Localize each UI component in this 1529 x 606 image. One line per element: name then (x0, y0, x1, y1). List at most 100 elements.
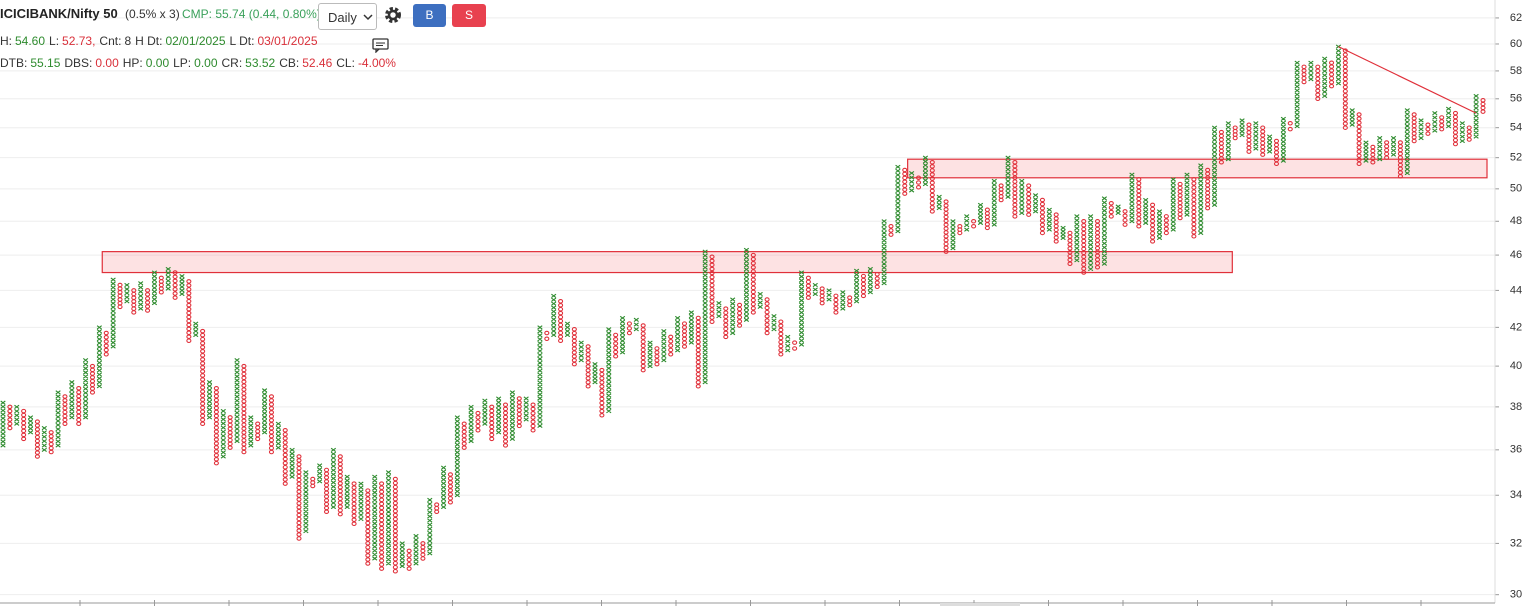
x-column (537, 325, 543, 429)
y-tick-label: 36 (1510, 444, 1522, 456)
o-column (971, 219, 977, 229)
x-column (55, 390, 61, 448)
x-column (427, 497, 433, 556)
x-column (110, 277, 116, 349)
o-column (34, 419, 40, 459)
o-column (227, 415, 233, 450)
x-column (757, 291, 763, 309)
x-column (964, 214, 970, 232)
x-column (922, 155, 929, 187)
x-column (1308, 60, 1314, 82)
x-column (1156, 209, 1163, 241)
o-column (434, 502, 440, 515)
comment-icon[interactable] (371, 37, 391, 53)
o-column (392, 476, 398, 574)
o-column (668, 334, 674, 357)
o-column (599, 367, 605, 418)
x-column (936, 194, 942, 211)
x-column (193, 321, 199, 338)
o-column (1232, 125, 1238, 141)
o-column (1039, 197, 1045, 236)
x-column (1432, 110, 1438, 133)
o-column (1273, 138, 1280, 167)
y-tick-label: 38 (1510, 401, 1522, 413)
x-column (1253, 121, 1259, 151)
y-tick-label: 54 (1510, 122, 1522, 134)
o-column (1452, 110, 1459, 147)
info-label: L Dt: (229, 34, 255, 48)
x-column (688, 310, 694, 345)
x-column (1032, 193, 1039, 214)
info-label: Cnt: (99, 34, 122, 48)
x-column (399, 541, 405, 569)
o-column (337, 454, 343, 517)
x-column (482, 398, 488, 426)
x-column (1445, 106, 1452, 129)
o-column (1053, 212, 1059, 244)
settings-icon[interactable] (383, 5, 403, 25)
o-column (1356, 112, 1362, 167)
o-column (1260, 125, 1266, 157)
x-column (275, 421, 281, 450)
info-value: 54.60 (15, 34, 46, 48)
o-column (681, 321, 688, 349)
o-column (654, 346, 660, 367)
o-column (89, 363, 96, 395)
x-column (1060, 225, 1066, 241)
y-tick-label: 46 (1510, 249, 1522, 261)
o-column (585, 344, 591, 389)
o-column (778, 319, 784, 357)
o-column (461, 421, 467, 450)
x-column (1101, 196, 1108, 266)
x-column (248, 415, 254, 448)
x-column (261, 388, 268, 435)
cmp: CMP: 55.74 (0.44, 0.80%) (182, 7, 321, 21)
o-column (1397, 140, 1403, 179)
buy-button[interactable]: B (413, 4, 446, 27)
x-column (82, 358, 89, 420)
box-setting: (0.5% x 3) (125, 7, 180, 21)
o-column (998, 183, 1004, 203)
o-column (1026, 183, 1032, 217)
x-column (41, 425, 47, 452)
x-column (303, 470, 309, 534)
o-column (874, 272, 880, 290)
o-column (695, 315, 701, 389)
o-column (833, 293, 839, 315)
x-column (344, 474, 350, 510)
o-column (571, 327, 577, 367)
o-column (1122, 209, 1128, 227)
sell-button[interactable]: S (452, 4, 486, 27)
o-column (296, 454, 302, 541)
o-column (1439, 115, 1445, 132)
o-column (1136, 177, 1142, 229)
o-column (1287, 121, 1293, 132)
o-column (200, 328, 206, 427)
x-column (179, 273, 185, 297)
o-column (764, 297, 770, 336)
x-column (674, 315, 681, 353)
o-column (268, 394, 275, 455)
x-column (1198, 163, 1204, 236)
y-tick-label: 50 (1510, 183, 1522, 195)
o-column (117, 282, 123, 310)
x-column (1473, 93, 1479, 139)
o-column (1411, 112, 1417, 144)
o-column (172, 270, 178, 300)
x-column (798, 270, 805, 347)
x-column (1005, 155, 1011, 199)
o-column (1425, 122, 1431, 136)
o-column (819, 286, 825, 306)
info-value: 52.46 (302, 56, 333, 70)
x-column (730, 297, 736, 336)
x-column (991, 178, 997, 227)
o-column (750, 252, 756, 315)
x-column (1225, 121, 1231, 162)
o-column (1094, 219, 1101, 270)
x-column (440, 465, 447, 510)
x-column (124, 282, 130, 304)
interval-select[interactable]: Daily (318, 3, 377, 30)
x-column (771, 313, 777, 332)
